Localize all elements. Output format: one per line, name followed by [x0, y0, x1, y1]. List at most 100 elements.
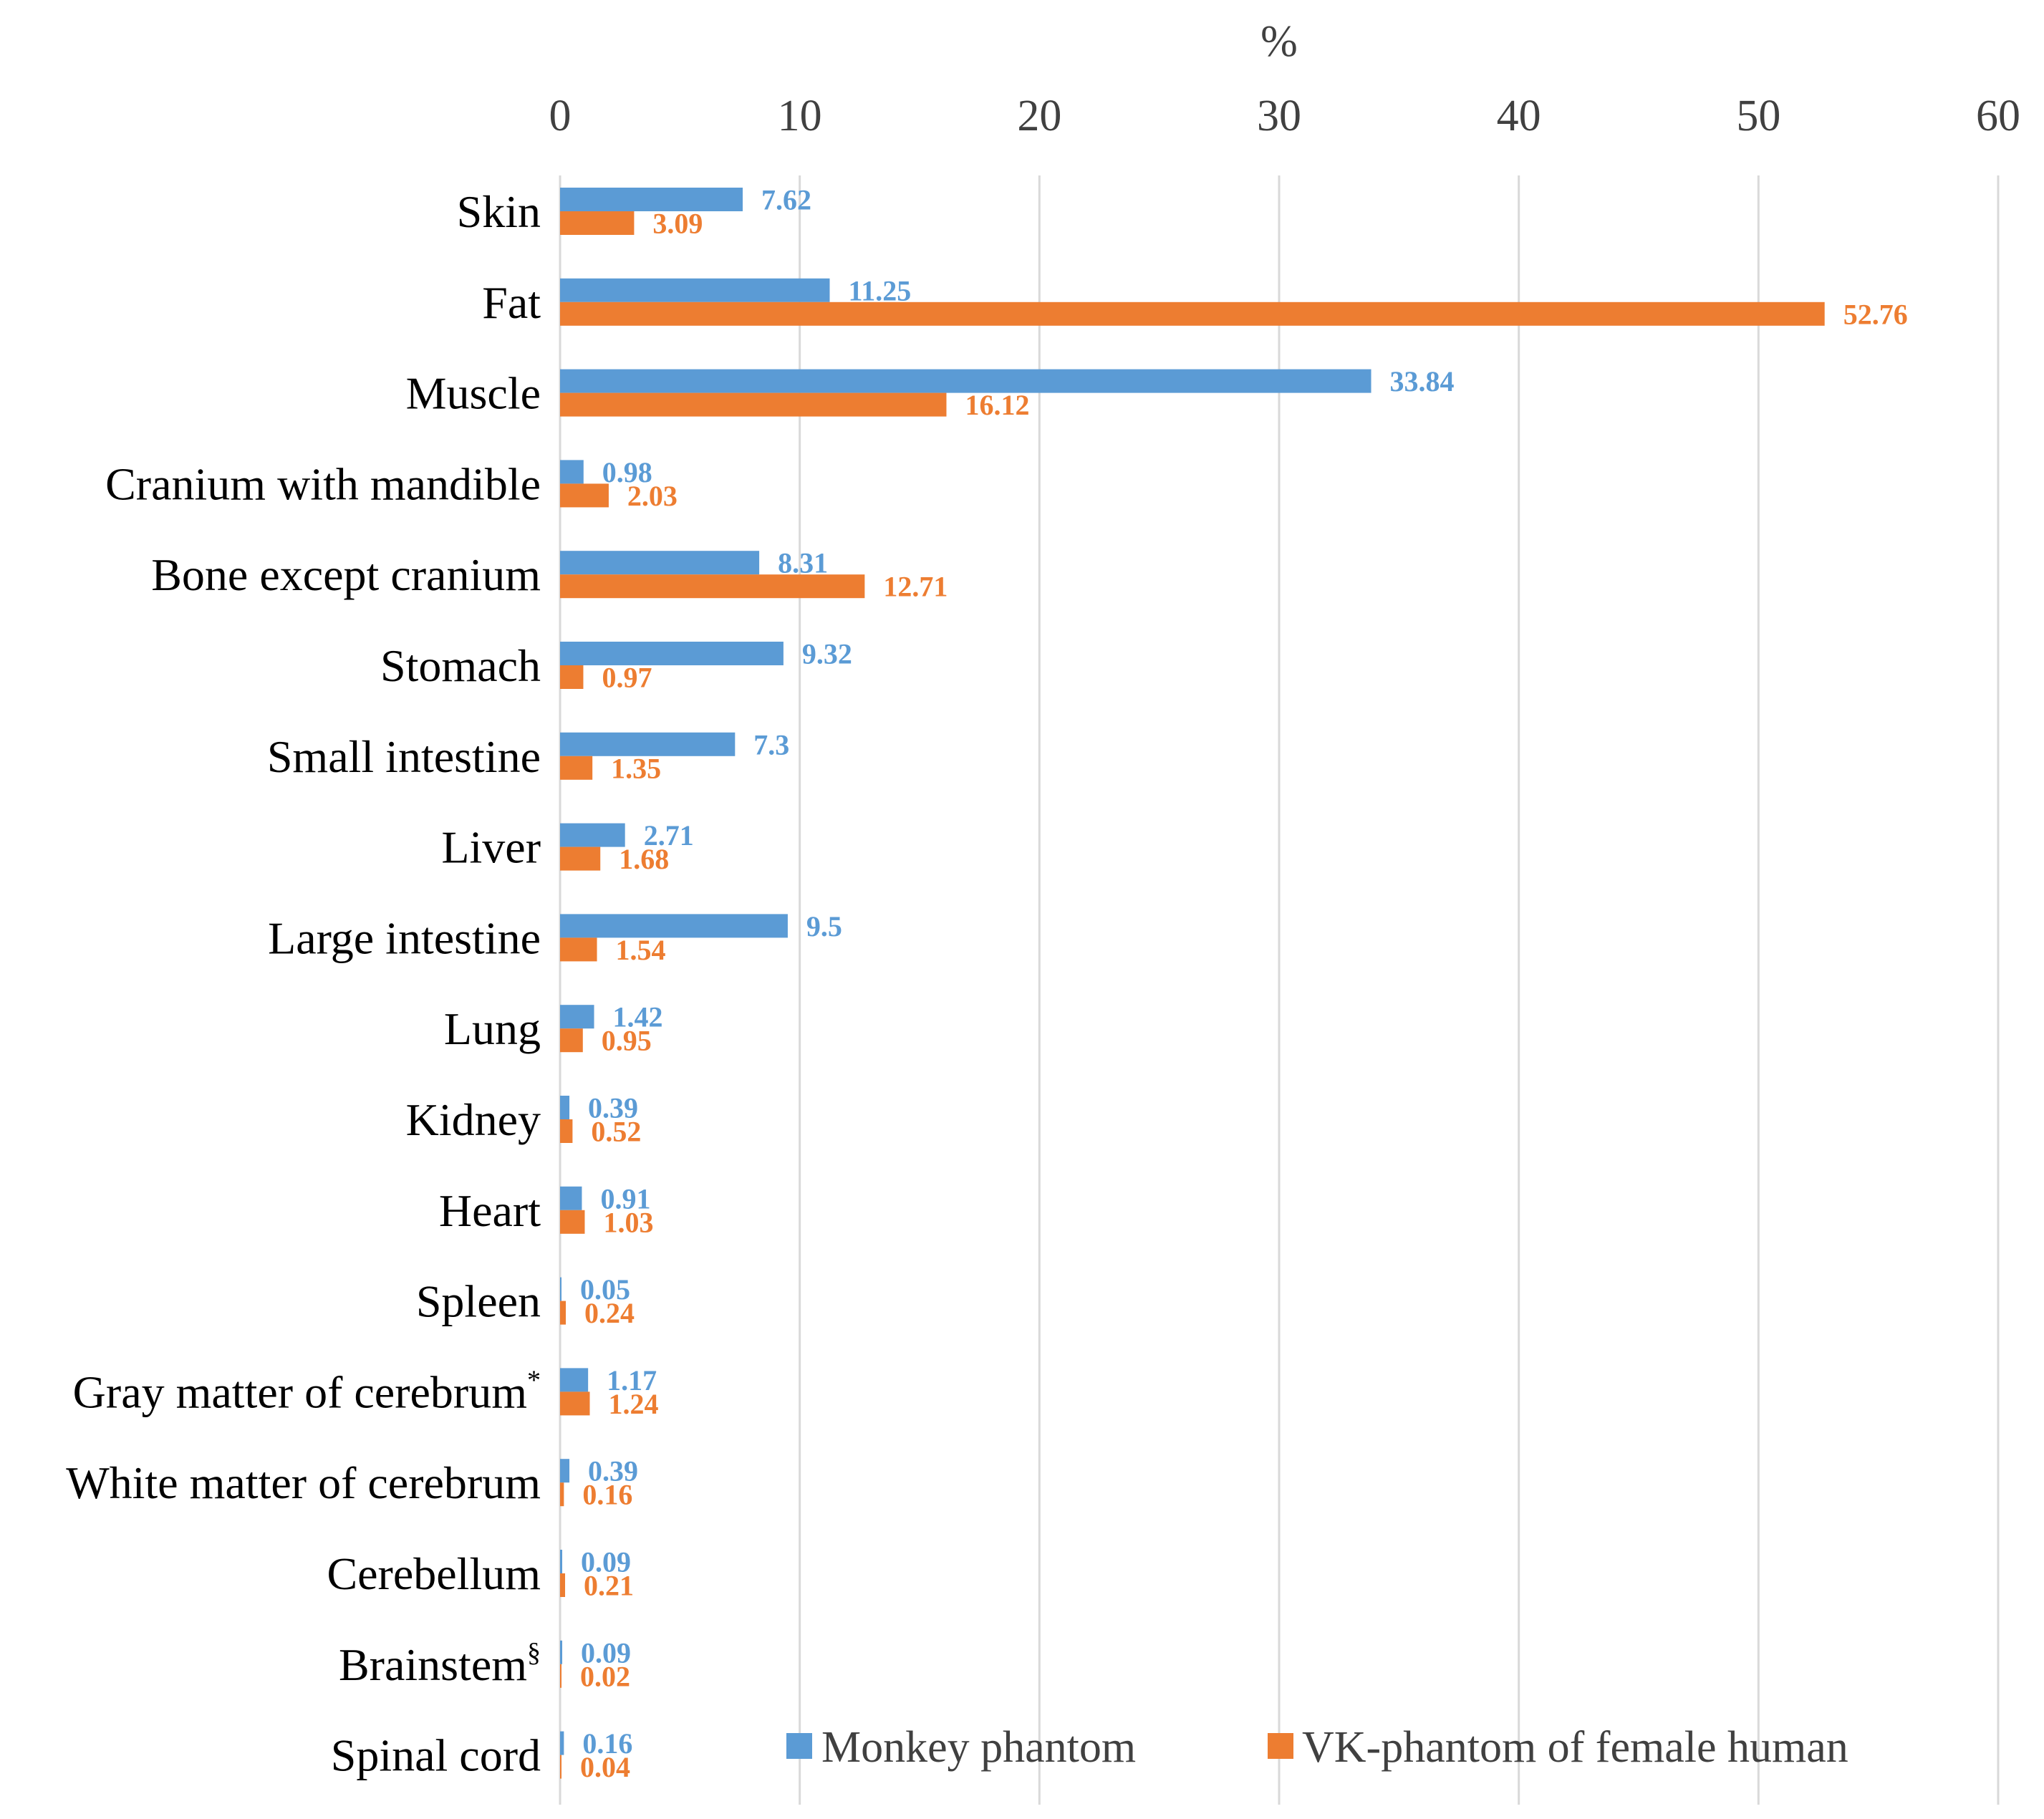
value-label-monkey-large-intestine: 9.5: [806, 910, 842, 942]
value-label-monkey-fat: 11.25: [849, 274, 912, 307]
category-label-spleen: Spleen: [416, 1276, 541, 1327]
bar-monkey-spleen: [560, 1277, 561, 1301]
category-label-white-matter-of-cerebrum: White matter of cerebrum: [66, 1457, 541, 1508]
value-label-monkey-cerebellum: 0.09: [581, 1546, 631, 1578]
value-label-vk-gray-matter-of-cerebrum: 1.24: [608, 1388, 658, 1420]
bar-vk-muscle: [560, 392, 947, 417]
legend-label-vk: VK-phantom of female human: [1302, 1723, 1848, 1772]
value-label-vk-stomach: 0.97: [602, 662, 652, 694]
bar-monkey-skin: [560, 188, 743, 211]
value-label-monkey-small-intestine: 7.3: [753, 728, 789, 761]
category-label-liver: Liver: [441, 822, 541, 873]
category-label-gray-matter-of-cerebrum: Gray matter of cerebrum*: [73, 1365, 541, 1417]
value-label-vk-spinal-cord: 0.04: [580, 1751, 630, 1783]
value-label-vk-lung: 0.95: [602, 1025, 652, 1057]
bar-monkey-small-intestine: [560, 732, 736, 756]
tick-label-40: 40: [1497, 92, 1541, 140]
value-label-monkey-brainstem: 0.09: [581, 1636, 631, 1669]
category-label-small-intestine: Small intestine: [267, 731, 541, 782]
category-label-kidney: Kidney: [406, 1094, 541, 1145]
bar-vk-skin: [560, 211, 635, 235]
tick-label-60: 60: [1976, 92, 2020, 140]
value-label-vk-brainstem: 0.02: [580, 1660, 630, 1692]
category-label-stomach: Stomach: [380, 640, 541, 691]
bar-vk-spinal-cord: [560, 1755, 561, 1779]
bar-vk-cranium-with-mandible: [560, 483, 609, 508]
category-label-bone-except-cranium: Bone except cranium: [151, 549, 541, 600]
value-label-vk-large-intestine: 1.54: [616, 934, 666, 966]
bar-monkey-fat: [560, 278, 830, 302]
legend-swatch-monkey: [786, 1733, 812, 1759]
value-label-monkey-kidney: 0.39: [588, 1092, 638, 1124]
bar-monkey-muscle: [560, 369, 1371, 393]
legend: Monkey phantom VK-phantom of female huma…: [786, 1723, 1848, 1772]
tick-label-20: 20: [1017, 92, 1061, 140]
category-label-cranium-with-mandible: Cranium with mandible: [105, 458, 541, 509]
category-label-large-intestine: Large intestine: [268, 912, 541, 963]
bar-vk-bone-except-cranium: [560, 574, 865, 599]
bar-vk-heart: [560, 1210, 585, 1234]
category-label-heart: Heart: [439, 1185, 541, 1236]
category-label-brainstem: Brainstem§: [339, 1638, 541, 1690]
tick-label-30: 30: [1257, 92, 1301, 140]
value-label-monkey-muscle: 33.84: [1390, 365, 1455, 397]
value-label-vk-skin: 3.09: [652, 208, 703, 240]
category-label-muscle: Muscle: [406, 368, 541, 419]
bars: [560, 188, 1825, 1779]
tick-label-0: 0: [549, 92, 572, 140]
tick-label-10: 10: [778, 92, 822, 140]
x-axis-ticks: 0 10 20 30 40 50 60: [549, 92, 2021, 140]
value-label-vk-small-intestine: 1.35: [611, 752, 661, 784]
value-label-monkey-cranium-with-mandible: 0.98: [602, 456, 652, 488]
value-label-monkey-liver: 2.71: [644, 819, 694, 851]
bar-monkey-heart: [560, 1186, 582, 1210]
value-label-monkey-gray-matter-of-cerebrum: 1.17: [607, 1364, 657, 1396]
x-axis-title: %: [1260, 17, 1298, 66]
bar-vk-brainstem: [560, 1664, 561, 1688]
value-label-vk-heart: 1.03: [603, 1206, 653, 1238]
bar-vk-gray-matter-of-cerebrum: [560, 1391, 590, 1416]
bar-monkey-cerebellum: [560, 1550, 563, 1573]
value-label-monkey-white-matter-of-cerebrum: 0.39: [588, 1455, 638, 1487]
value-label-monkey-skin: 7.62: [761, 184, 811, 216]
bar-monkey-white-matter-of-cerebrum: [560, 1459, 570, 1483]
bar-monkey-cranium-with-mandible: [560, 460, 584, 484]
gridlines: [559, 175, 2000, 1805]
bar-vk-cerebellum: [560, 1573, 566, 1597]
value-label-vk-cranium-with-mandible: 2.03: [627, 480, 678, 512]
value-labels: 7.62 3.09 11.25 52.76 33.84 16.12 0.982.03 8.31…: [580, 184, 1908, 1784]
value-label-vk-kidney: 0.52: [591, 1116, 641, 1148]
bar-monkey-kidney: [560, 1096, 570, 1119]
category-label-fat: Fat: [482, 277, 541, 328]
bar-vk-spleen: [560, 1301, 567, 1325]
category-label-lung: Lung: [444, 1003, 541, 1054]
bar-vk-fat: [560, 301, 1825, 326]
legend-label-monkey: Monkey phantom: [821, 1723, 1136, 1772]
legend-swatch-vk: [1268, 1733, 1293, 1759]
bar-monkey-gray-matter-of-cerebrum: [560, 1368, 589, 1392]
tick-label-50: 50: [1736, 92, 1780, 140]
bar-vk-lung: [560, 1028, 583, 1053]
bar-monkey-liver: [560, 823, 625, 847]
value-label-vk-bone-except-cranium: 12.71: [883, 571, 948, 603]
category-labels: Skin Fat Muscle Cranium with mandible Bone e…: [66, 186, 541, 1781]
value-label-vk-spleen: 0.24: [584, 1297, 635, 1329]
category-label-skin: Skin: [457, 186, 541, 237]
value-label-vk-muscle: 16.12: [965, 389, 1029, 421]
bar-monkey-large-intestine: [560, 914, 788, 938]
bar-monkey-bone-except-cranium: [560, 551, 760, 575]
value-label-vk-liver: 1.68: [619, 843, 669, 875]
value-label-monkey-lung: 1.42: [613, 1001, 663, 1033]
category-label-spinal-cord: Spinal cord: [331, 1730, 541, 1781]
value-label-monkey-stomach: 9.32: [802, 638, 852, 670]
value-label-monkey-spinal-cord: 0.16: [582, 1727, 632, 1760]
bar-monkey-stomach: [560, 642, 784, 665]
bar-monkey-brainstem: [560, 1640, 563, 1664]
bar-vk-small-intestine: [560, 756, 593, 780]
value-label-vk-cerebellum: 0.21: [584, 1570, 634, 1602]
bar-vk-white-matter-of-cerebrum: [560, 1482, 564, 1507]
bar-vk-liver: [560, 846, 601, 871]
bar-vk-kidney: [560, 1119, 573, 1143]
value-label-monkey-bone-except-cranium: 8.31: [778, 547, 828, 579]
